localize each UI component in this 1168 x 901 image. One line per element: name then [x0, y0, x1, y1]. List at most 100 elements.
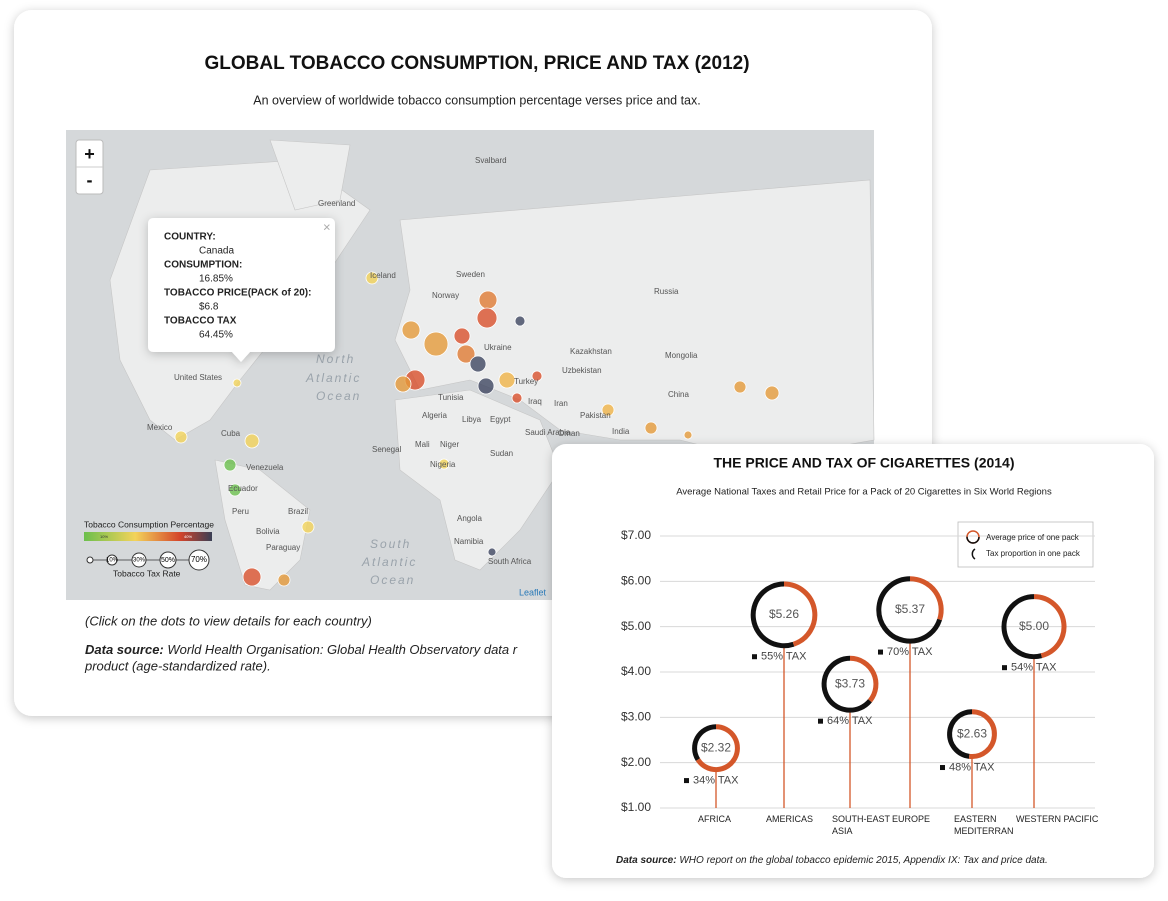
tax-arc: [750, 581, 795, 649]
place: Ecuador: [228, 484, 258, 493]
legend-box: [957, 521, 1094, 568]
y-tick-label: $6.00: [621, 574, 651, 588]
ocean-label: Atlantic: [305, 371, 361, 385]
legend-size: [159, 551, 177, 569]
place: South Africa: [488, 557, 532, 566]
popup-label: TOBACCO TAX: [164, 316, 237, 327]
map-card: GLOBAL TOBACCO CONSUMPTION, PRICE AND TA…: [14, 10, 932, 716]
place: United States: [174, 373, 222, 382]
popup-value: Canada: [199, 246, 234, 257]
legend-size: [106, 554, 118, 566]
legend-size: [86, 556, 94, 564]
map-source: Data source: World Health Organisation: …: [85, 642, 518, 657]
legend-size-label: 70%: [191, 555, 207, 564]
price-label: $5.00: [1019, 619, 1049, 633]
x-tick-label-box: EUROPE: [892, 814, 931, 824]
source-text: World Health Organisation: Global Health…: [167, 642, 517, 657]
zoom-control: + -: [75, 139, 104, 195]
place: Ukraine: [484, 343, 512, 352]
popup-close[interactable]: ×: [323, 219, 331, 234]
tax-marker: [878, 649, 883, 655]
price-arc: [783, 581, 818, 647]
tax-label: 48% TAX: [949, 761, 995, 773]
price-arc: [849, 655, 879, 703]
place: Bolivia: [256, 527, 280, 536]
popup: × COUNTRY: Canada CONSUMPTION: 16.85% TO…: [148, 218, 335, 362]
y-tick-label: $3.00: [621, 710, 651, 724]
chart-source: Data source: WHO report on the global to…: [616, 855, 1048, 866]
chart-card: THE PRICE AND TAX OF CIGARETTES (2014) A…: [552, 444, 1154, 878]
legend-title: Tobacco Consumption Percentage: [84, 519, 214, 529]
place: China: [668, 390, 689, 399]
place: Svalbard: [475, 156, 507, 165]
place: Brazil: [288, 507, 308, 516]
popup-label: TOBACCO PRICE(PACK of 20):: [164, 288, 311, 299]
source-label: Data source:: [85, 642, 164, 657]
legend-gradient: [84, 532, 212, 541]
place: Iceland: [370, 271, 396, 280]
tax-label: 55% TAX: [761, 651, 807, 663]
source-text: WHO report on the global tobacco epidemi…: [679, 855, 1047, 866]
place: Venezuela: [246, 463, 284, 472]
zoom-in[interactable]: +: [84, 144, 95, 164]
place: Norway: [432, 291, 459, 300]
popup-label: COUNTRY:: [164, 232, 216, 243]
ocean-label: North: [316, 352, 355, 366]
popup-value: 16.85%: [199, 274, 233, 285]
y-tick-label: $2.00: [621, 755, 651, 769]
x-tick-label: EUROPE: [892, 814, 931, 824]
tax-marker: [1002, 665, 1007, 671]
place: Greenland: [318, 199, 355, 208]
tax-label: 34% TAX: [693, 774, 739, 786]
price-arc: [909, 576, 944, 621]
legend-size: [131, 552, 147, 568]
legend-size-title: Tobacco Tax Rate: [113, 568, 181, 578]
zoom-out[interactable]: -: [87, 170, 93, 190]
y-tick-label: $7.00: [621, 528, 651, 542]
popup-bg: [148, 218, 335, 362]
place: Pakistan: [580, 411, 611, 420]
popup-value: 64.45%: [199, 330, 233, 341]
place: Cuba: [221, 429, 241, 438]
place: Egypt: [490, 415, 511, 424]
x-tick-label-box: SOUTH-EAST ASIA: [832, 814, 890, 836]
price-label: $3.73: [835, 676, 865, 690]
place: Iraq: [528, 397, 542, 406]
legend-label: Average price of one pack: [986, 533, 1080, 542]
legend-high: 40%: [184, 534, 192, 539]
tax-arc: [692, 724, 717, 761]
map-source: product (age-standardized rate).: [84, 658, 271, 673]
place: India: [612, 427, 630, 436]
x-tick-label: AMERICAS: [766, 814, 814, 824]
legend-size: [188, 549, 210, 571]
x-tick-label: EASTERN MEDITERRANEAN: [954, 814, 1014, 836]
place: Libya: [462, 415, 482, 424]
place: Paraguay: [266, 543, 300, 552]
x-tick-label-box: AFRICA: [698, 814, 731, 824]
legend-swatch: [971, 548, 976, 560]
y-tick-label: $4.00: [621, 664, 651, 678]
place: Tunisia: [438, 393, 464, 402]
place: Mexico: [147, 423, 173, 432]
tax-arc: [876, 576, 943, 644]
price-arc: [695, 724, 740, 773]
price-arc: [1033, 594, 1067, 659]
x-tick-label: SOUTH-EAST ASIA: [832, 814, 890, 836]
place: Algeria: [422, 411, 447, 420]
chart-subtitle: Average National Taxes and Retail Price …: [676, 487, 1052, 498]
place: Namibia: [454, 537, 484, 546]
tax-marker: [818, 718, 823, 724]
legend-size-label: 50%: [161, 557, 175, 564]
place: Turkey: [514, 377, 538, 386]
place: Saudi Arabia: [525, 428, 571, 437]
attribution[interactable]: Leaflet: [519, 587, 547, 597]
map-subtitle: An overview of worldwide tobacco consump…: [253, 93, 700, 107]
x-tick-label: WESTERN PACIFIC: [1016, 814, 1099, 824]
price-arc: [968, 709, 997, 759]
tax-marker: [752, 654, 757, 660]
place: Mongolia: [665, 351, 698, 360]
x-tick-label-box: EASTERN MEDITERRANEAN: [954, 814, 1014, 836]
y-tick-label: $5.00: [621, 619, 651, 633]
